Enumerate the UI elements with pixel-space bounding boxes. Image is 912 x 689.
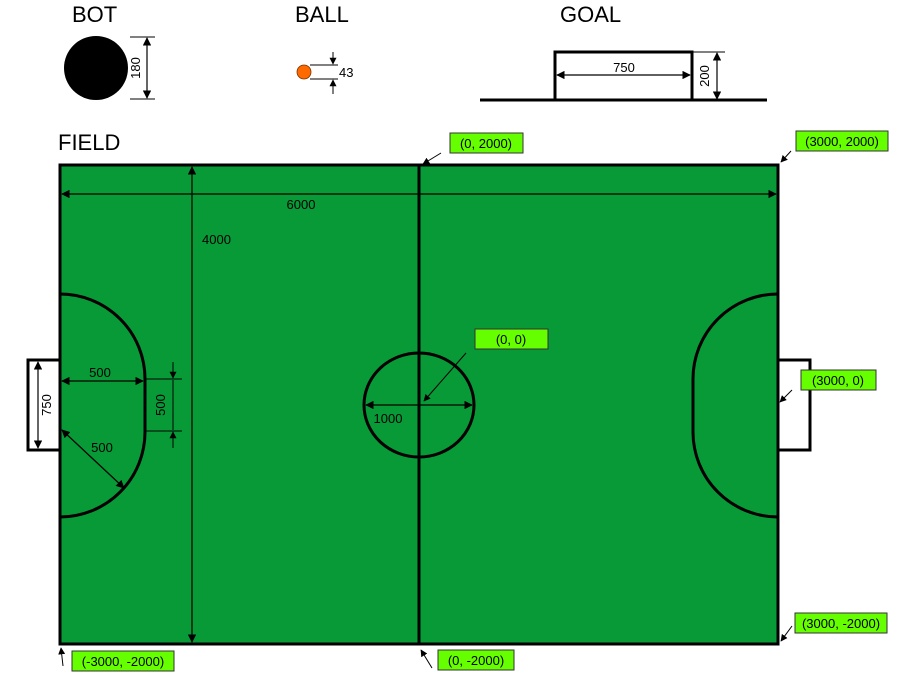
field-length-label: 6000 [287, 197, 316, 212]
coord-label-bottom-right: (3000, -2000) [802, 616, 880, 631]
right-penalty-area [691, 292, 779, 519]
left-goal-width-label: 750 [39, 394, 54, 416]
coord-right-goal: (3000, 0) [779, 369, 877, 403]
goal-width-label: 750 [613, 60, 635, 75]
goal-depth-label: 200 [697, 65, 712, 87]
ball-diameter-label: 43 [339, 65, 353, 80]
ball-illustration: 43 [296, 52, 353, 94]
penalty-straight-label: 500 [153, 394, 168, 416]
field-width-label: 4000 [202, 232, 231, 247]
left-goal [26, 358, 62, 452]
bot-shape [64, 36, 128, 100]
bot-illustration: 180 [64, 36, 155, 100]
center-circle [362, 351, 476, 459]
bot-diameter-label: 180 [128, 57, 143, 79]
goal-illustration: 750 200 [480, 50, 767, 102]
field-heading: FIELD [58, 130, 120, 155]
coord-label-bottom-center: (0, -2000) [448, 653, 504, 668]
ball-shape [296, 64, 312, 80]
coord-label-bottom-left: (-3000, -2000) [82, 654, 164, 669]
coord-label-top-center: (0, 2000) [460, 136, 512, 151]
penalty-depth-label: 500 [89, 365, 111, 380]
coord-bottom-right: (3000, -2000) [780, 612, 888, 642]
coord-bottom-center: (0, -2000) [420, 649, 515, 671]
center-circle-diameter-label: 1000 [374, 411, 403, 426]
coord-top-right: (3000, 2000) [780, 130, 889, 163]
bot-heading: BOT [72, 2, 117, 27]
penalty-radius-label: 500 [91, 440, 113, 455]
field: 6000 4000 750 500 500 500 1000 [26, 163, 812, 646]
coord-label-top-right: (3000, 2000) [805, 134, 879, 149]
goal-heading: GOAL [560, 2, 621, 27]
ball-heading: BALL [295, 2, 349, 27]
coord-center: (0, 0) [423, 328, 549, 402]
left-penalty-area [59, 292, 147, 519]
coord-top-center: (0, 2000) [422, 132, 524, 165]
coord-label-right-goal: (3000, 0) [812, 373, 864, 388]
coord-label-center: (0, 0) [496, 332, 526, 347]
coord-bottom-left: (-3000, -2000) [58, 647, 175, 672]
